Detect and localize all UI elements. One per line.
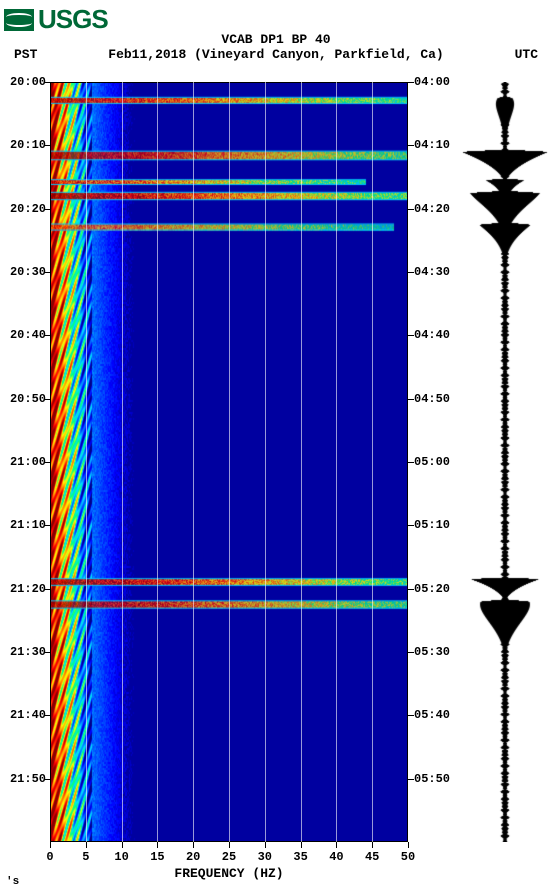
y-left-tick-label: 21:30 — [4, 645, 46, 659]
chart-title: VCAB DP1 BP 40 — [0, 32, 552, 47]
x-tick-label: 45 — [365, 850, 379, 864]
y-right-tick-label: 05:40 — [414, 708, 456, 722]
y-right-tick-label: 05:50 — [414, 772, 456, 786]
y-left-tick-label: 21:20 — [4, 582, 46, 596]
y-right-tick-label: 04:40 — [414, 328, 456, 342]
y-right-tick-label: 04:00 — [414, 75, 456, 89]
x-tick-label: 15 — [150, 850, 164, 864]
y-right-tick-label: 04:30 — [414, 265, 456, 279]
y-right-tick-label: 05:20 — [414, 582, 456, 596]
y-left-tick-label: 20:40 — [4, 328, 46, 342]
x-tick-label: 5 — [82, 850, 89, 864]
footer-mark: 's — [6, 876, 19, 888]
y-right-tick-label: 04:10 — [414, 138, 456, 152]
x-tick-label: 10 — [114, 850, 128, 864]
x-tick-label: 20 — [186, 850, 200, 864]
subtitle-right: UTC — [515, 47, 538, 62]
waveform-plot — [462, 82, 548, 842]
y-left-tick-label: 21:10 — [4, 518, 46, 532]
y-left-tick-label: 21:40 — [4, 708, 46, 722]
usgs-wave-icon — [4, 9, 34, 31]
x-tick-label: 35 — [293, 850, 307, 864]
y-right-tick-label: 05:00 — [414, 455, 456, 469]
y-right-tick-label: 05:30 — [414, 645, 456, 659]
y-left-tick-label: 20:10 — [4, 138, 46, 152]
x-tick-label: 30 — [258, 850, 272, 864]
x-tick-label: 25 — [222, 850, 236, 864]
x-axis-title: FREQUENCY (HZ) — [50, 866, 408, 881]
y-left-tick-label: 20:20 — [4, 202, 46, 216]
subtitle-center: Feb11,2018 (Vineyard Canyon, Parkfield, … — [108, 47, 443, 62]
y-right-tick-label: 04:50 — [414, 392, 456, 406]
y-left-tick-label: 21:50 — [4, 772, 46, 786]
x-tick-label: 40 — [329, 850, 343, 864]
x-tick-label: 0 — [46, 850, 53, 864]
chart-area: VCAB DP1 BP 40 PST Feb11,2018 (Vineyard … — [0, 30, 552, 62]
chart-subtitle: PST Feb11,2018 (Vineyard Canyon, Parkfie… — [0, 47, 552, 62]
plot-container: 20:0020:1020:2020:3020:4020:5021:0021:10… — [0, 82, 552, 882]
y-left-tick-label: 20:00 — [4, 75, 46, 89]
y-right-tick-label: 05:10 — [414, 518, 456, 532]
y-right-tick-label: 04:20 — [414, 202, 456, 216]
y-left-tick-label: 20:30 — [4, 265, 46, 279]
y-left-tick-label: 20:50 — [4, 392, 46, 406]
x-tick-label: 50 — [401, 850, 415, 864]
y-left-tick-label: 21:00 — [4, 455, 46, 469]
subtitle-left: PST — [14, 47, 37, 62]
